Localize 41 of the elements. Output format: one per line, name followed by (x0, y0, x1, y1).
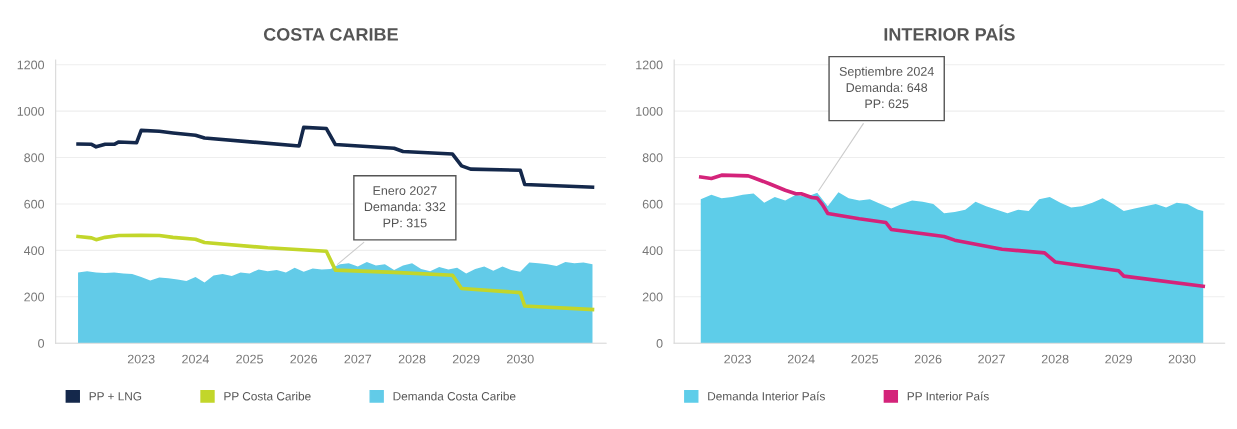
line-series (76, 233, 595, 312)
x-tick-label: 2029 (452, 354, 480, 364)
x-tick-label: 2025 (236, 354, 263, 364)
y-tick-label: 400 (642, 246, 663, 256)
legend-label: PP + LNG (89, 392, 142, 401)
y-tick-label: 800 (642, 153, 663, 163)
x-tick-label: 2024 (787, 354, 815, 364)
x-tick-label: 2028 (398, 354, 426, 364)
annotation: Septiembre 2024 Demanda: 648 PP: 625 (839, 66, 934, 109)
line-series (698, 173, 1206, 289)
x-tick-label: 2023 (127, 354, 155, 364)
y-tick-label: 1000 (17, 106, 45, 116)
legend-label: PP Costa Caribe (224, 391, 311, 401)
x-tick-label: 2030 (1168, 354, 1196, 364)
x-tick-label: 2026 (290, 354, 318, 364)
x-tick-label: 2028 (1041, 354, 1069, 364)
legend-label: Demanda Costa Caribe (393, 391, 516, 401)
y-tick-label: 200 (24, 292, 45, 302)
y-tick-label: 1200 (17, 60, 45, 70)
legend-label: PP Interior País (907, 391, 989, 401)
legend-label: Demanda Interior País (708, 391, 825, 401)
x-tick-label: 2030 (507, 354, 534, 364)
y-tick-label: 600 (24, 199, 45, 209)
x-tick-label: 2027 (344, 354, 372, 364)
annotation: Enero 2027 Demanda: 332 PP: 315 (364, 186, 446, 228)
x-tick-label: 2029 (1105, 354, 1132, 364)
x-tick-label: 2023 (724, 354, 751, 364)
y-tick-label: 0 (38, 339, 45, 348)
y-tick-label: 600 (642, 199, 663, 209)
chart-title: COSTA CARIBE (263, 28, 398, 41)
y-tick-label: 400 (23, 246, 45, 256)
y-tick-label: 1200 (636, 60, 663, 70)
y-tick-label: 800 (24, 153, 45, 163)
x-tick-label: 2025 (851, 354, 879, 364)
chart-title: INTERIOR PAÍS (884, 24, 1015, 41)
y-tick-label: 0 (656, 339, 663, 348)
x-tick-label: 2024 (182, 354, 210, 364)
x-tick-label: 2027 (978, 354, 1005, 364)
y-tick-label: 200 (642, 292, 663, 302)
y-tick-label: 1000 (636, 106, 663, 116)
x-tick-label: 2026 (914, 354, 942, 364)
